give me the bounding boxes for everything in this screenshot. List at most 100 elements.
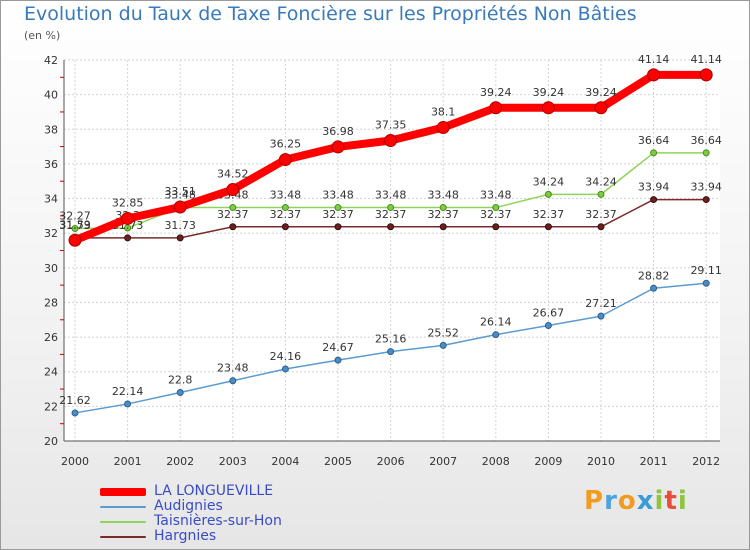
series-la-longueville-data-label: 34.52	[217, 168, 249, 181]
series-hargnies-point	[124, 234, 132, 242]
series-hargnies-data-label: 33.94	[638, 181, 670, 194]
series-hargnies-point	[334, 223, 342, 231]
series-audignies-point	[124, 400, 132, 408]
series-audignies-point	[702, 279, 710, 287]
series-audignies-point	[544, 321, 552, 329]
x-tick-label: 2000	[61, 455, 89, 468]
y-tick-label: 40	[44, 89, 58, 102]
x-tick-label: 2006	[377, 455, 405, 468]
series-la-longueville-point	[489, 101, 503, 115]
series-hargnies-data-label: 32.37	[270, 208, 302, 221]
legend: LA LONGUEVILLE Audignies Taisnières-sur-Ho…	[100, 484, 282, 544]
series-la-longueville-data-label: 31.59	[59, 218, 91, 231]
series-hargnies-data-label: 32.37	[533, 208, 565, 221]
series-taisni-res-sur-hon-point	[650, 149, 658, 157]
series-taisni-res-sur-hon-data-label: 36.64	[638, 134, 670, 147]
legend-label: Audignies	[154, 498, 223, 514]
x-tick-label: 2008	[482, 455, 510, 468]
series-hargnies-data-label: 32.37	[375, 208, 407, 221]
series-taisni-res-sur-hon-data-label: 33.48	[270, 189, 302, 202]
series-audignies-data-label: 29.11	[690, 264, 722, 277]
series-audignies-point	[71, 409, 79, 417]
chart-title: Evolution du Taux de Taxe Foncière sur l…	[24, 3, 637, 25]
series-la-longueville-data-label: 36.98	[322, 125, 354, 138]
x-tick-label: 2012	[692, 455, 720, 468]
series-taisni-res-sur-hon-data-label: 33.48	[427, 189, 459, 202]
logo-letter: i	[654, 486, 665, 516]
series-la-longueville-data-label: 39.24	[533, 86, 565, 99]
series-audignies-data-label: 26.14	[480, 316, 512, 329]
logo-letter: t	[664, 486, 678, 516]
x-tick-label: 2004	[271, 455, 299, 468]
series-taisni-res-sur-hon-data-label: 33.48	[322, 189, 354, 202]
legend-swatch	[100, 505, 146, 508]
series-audignies-point	[492, 331, 500, 339]
series-la-longueville-point	[384, 134, 398, 148]
series-taisni-res-sur-hon-point	[281, 204, 289, 212]
y-tick-label: 38	[44, 123, 58, 136]
series-hargnies-data-label: 31.73	[59, 219, 91, 232]
series-audignies-point	[439, 341, 447, 349]
series-hargnies-point	[650, 196, 658, 204]
series-la-longueville-data-label: 41.14	[638, 53, 670, 66]
series-la-longueville-point	[121, 211, 135, 225]
logo-letter: r	[604, 486, 618, 516]
x-tick-label: 2010	[587, 455, 615, 468]
legend-item: Taisnières-sur-Hon	[100, 514, 282, 529]
y-tick-label: 30	[44, 262, 58, 275]
series-hargnies-data-label: 31.73	[164, 219, 196, 232]
series-hargnies-point	[439, 223, 447, 231]
logo-letter: x	[636, 486, 655, 516]
legend-swatch	[100, 535, 146, 538]
series-audignies-data-label: 22.14	[112, 385, 144, 398]
series-la-longueville-data-label: 39.24	[480, 86, 512, 99]
legend-item: LA LONGUEVILLE	[100, 484, 282, 499]
series-audignies-point	[229, 377, 237, 385]
series-hargnies-point	[544, 223, 552, 231]
series-audignies-data-label: 23.48	[217, 362, 249, 375]
series-la-longueville-data-label: 38.1	[431, 106, 456, 119]
y-tick-label: 20	[44, 435, 58, 448]
series-la-longueville-point	[699, 68, 713, 82]
series-la-longueville-data-label: 33.51	[164, 185, 196, 198]
series-audignies-point	[176, 389, 184, 397]
y-tick-label: 24	[44, 366, 58, 379]
series-la-longueville-point	[68, 233, 82, 247]
series-hargnies-point	[387, 223, 395, 231]
series-hargnies-data-label: 32.37	[585, 208, 617, 221]
y-tick-label: 32	[44, 227, 58, 240]
series-taisni-res-sur-hon-point	[439, 204, 447, 212]
series-hargnies-point	[176, 234, 184, 242]
series-la-longueville-data-label: 39.24	[585, 86, 617, 99]
series-taisni-res-sur-hon-point	[124, 224, 132, 232]
series-taisni-res-sur-hon-point	[334, 204, 342, 212]
series-taisni-res-sur-hon-point	[597, 190, 605, 198]
series-la-longueville-point	[541, 101, 555, 115]
logo-letter: o	[617, 486, 637, 516]
series-hargnies-point	[281, 223, 289, 231]
series-hargnies-point	[229, 223, 237, 231]
series-taisni-res-sur-hon-data-label: 36.64	[690, 134, 722, 147]
series-audignies-data-label: 25.52	[427, 326, 459, 339]
series-la-longueville-data-label: 37.35	[375, 119, 407, 132]
series-taisni-res-sur-hon-point	[71, 225, 79, 233]
series-audignies-data-label: 27.21	[585, 297, 617, 310]
series-audignies-data-label: 21.62	[59, 394, 91, 407]
series-hargnies-data-label: 32.37	[480, 208, 512, 221]
series-la-longueville-point	[278, 153, 292, 167]
logo-letter: i	[677, 486, 688, 516]
series-audignies-data-label: 22.8	[168, 374, 193, 387]
x-tick-label: 2002	[166, 455, 194, 468]
y-tick-label: 34	[44, 193, 58, 206]
series-hargnies-data-label: 33.94	[690, 181, 722, 194]
series-taisni-res-sur-hon-data-label: 32.27	[59, 210, 91, 223]
series-audignies-data-label: 28.82	[638, 269, 670, 282]
series-audignies-data-label: 24.67	[322, 341, 354, 354]
series-la-longueville-point	[647, 68, 661, 82]
series-la-longueville-point	[594, 101, 608, 115]
y-tick-label: 26	[44, 331, 58, 344]
y-tick-label: 28	[44, 296, 58, 309]
series-audignies-data-label: 25.16	[375, 333, 407, 346]
x-tick-label: 2009	[534, 455, 562, 468]
